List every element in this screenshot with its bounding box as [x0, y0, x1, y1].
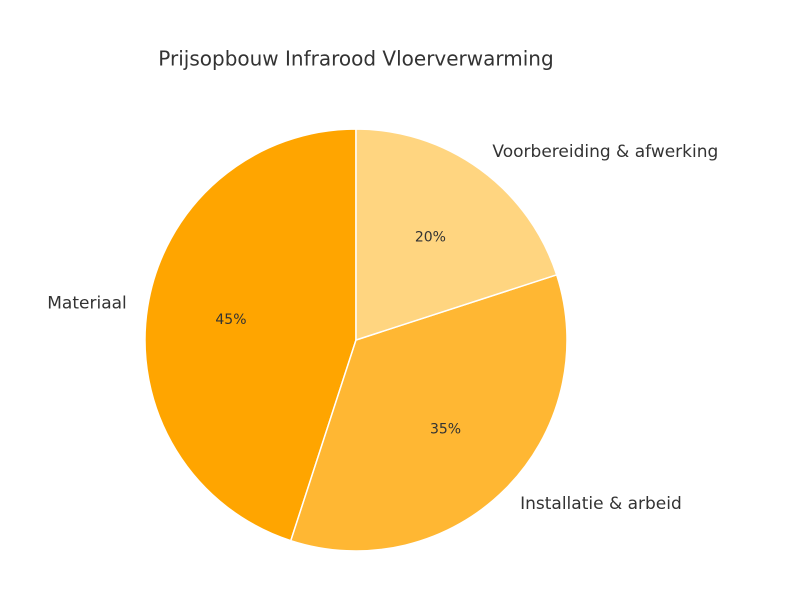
chart-title: Prijsopbouw Infrarood Vloerverwarming	[158, 47, 553, 71]
value-label: 35%	[430, 422, 461, 438]
value-label: 20%	[415, 230, 446, 246]
category-label: Materiaal	[47, 294, 126, 314]
value-label: 45%	[215, 312, 246, 328]
pie-slice	[144, 128, 357, 542]
category-label: Installatie & arbeid	[520, 494, 682, 514]
category-label: Voorbereiding & afwerking	[492, 142, 718, 162]
pie-slice	[289, 273, 568, 552]
pie-slice	[355, 128, 558, 342]
